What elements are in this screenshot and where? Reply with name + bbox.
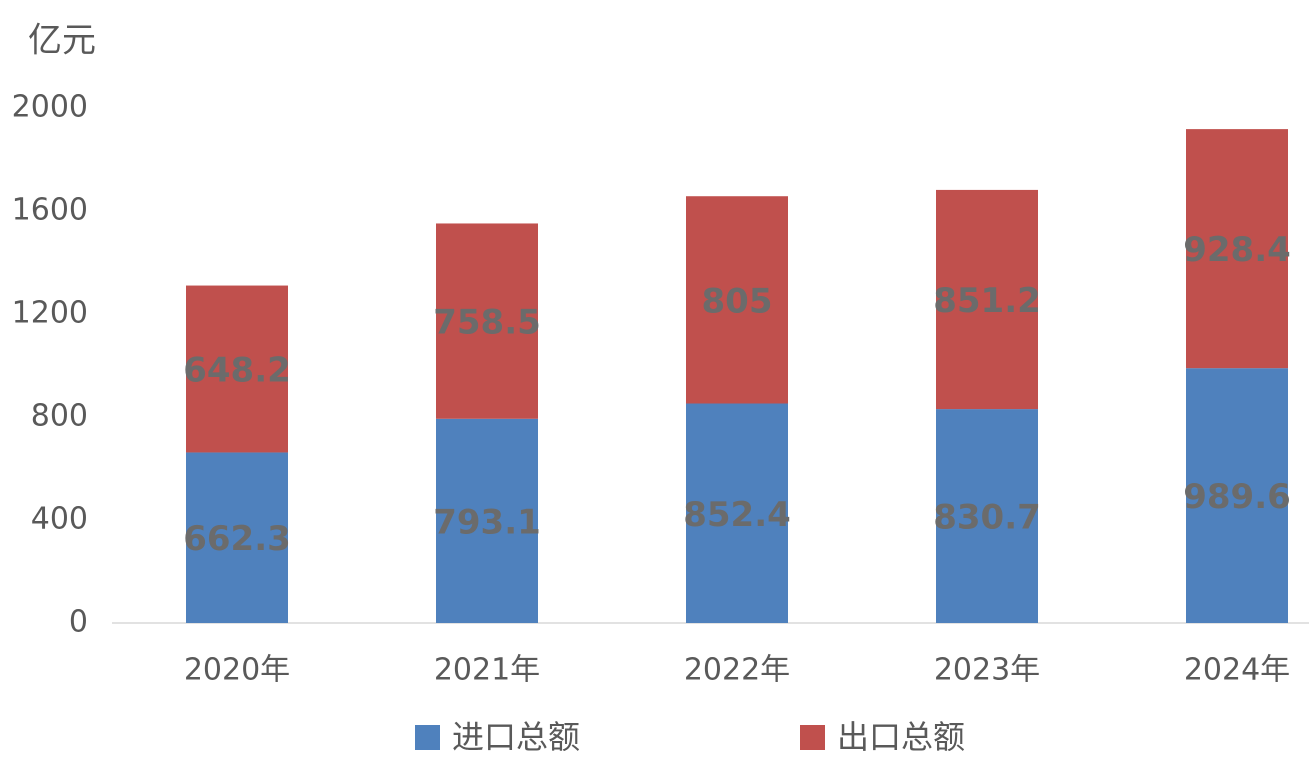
- y-tick-label: 0: [69, 605, 88, 640]
- x-tick-label: 2024年: [1184, 653, 1290, 688]
- legend-label: 进口总额: [452, 718, 580, 756]
- data-label: 662.3: [183, 519, 291, 559]
- x-tick-label: 2021年: [434, 653, 540, 688]
- bar-segment: [186, 452, 288, 623]
- x-tick-label: 2022年: [684, 653, 790, 688]
- data-label: 852.4: [683, 495, 791, 535]
- data-label: 648.2: [183, 351, 291, 391]
- y-tick-label: 800: [31, 399, 88, 434]
- y-tick-label: 2000: [12, 90, 88, 125]
- data-label: 758.5: [433, 303, 541, 343]
- data-label: 830.7: [933, 498, 1041, 538]
- data-label: 851.2: [933, 281, 1041, 321]
- data-label: 989.6: [1183, 477, 1291, 517]
- bar-segment: [186, 285, 288, 453]
- x-tick-label: 2023年: [934, 653, 1040, 688]
- x-tick-label: 2020年: [184, 653, 290, 688]
- data-label: 805: [702, 281, 773, 321]
- legend-label: 出口总额: [837, 718, 965, 756]
- bar-segment: [1186, 368, 1288, 623]
- y-tick-label: 1600: [12, 193, 88, 228]
- y-tick-label: 400: [31, 502, 88, 537]
- bar-segment: [936, 409, 1038, 623]
- bar-segment: [436, 223, 538, 419]
- legend-swatch: [415, 725, 440, 750]
- bar-segment: [686, 196, 788, 404]
- bar-segment: [1186, 129, 1288, 369]
- bar-segment: [436, 418, 538, 623]
- data-label: 793.1: [433, 502, 541, 542]
- y-axis-label: 亿元: [28, 21, 96, 61]
- bar-segment: [936, 189, 1038, 410]
- bar-segment: [686, 403, 788, 623]
- legend-swatch: [800, 725, 825, 750]
- data-label: 928.4: [1183, 230, 1291, 270]
- y-tick-label: 1200: [12, 296, 88, 331]
